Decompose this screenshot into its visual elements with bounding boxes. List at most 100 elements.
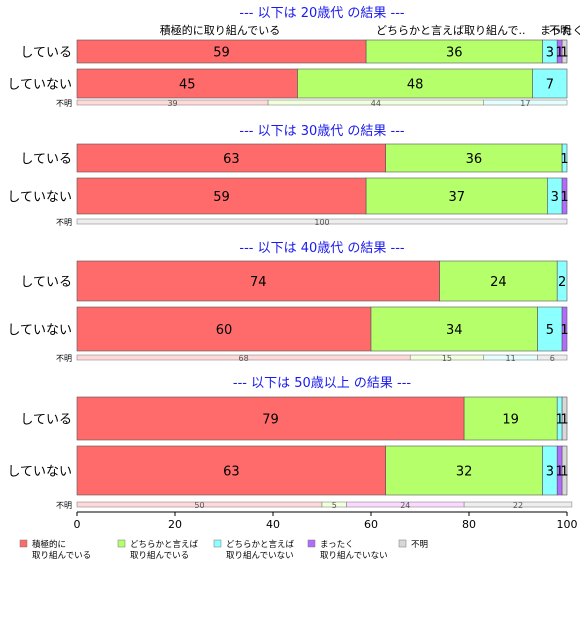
thin-bar-segment: [76, 218, 568, 225]
legend-label: 取り組んでいない: [226, 550, 294, 561]
bar-segment: [76, 177, 367, 215]
row-label: していない: [7, 78, 72, 93]
x-tick-label: 60: [364, 518, 378, 531]
data-label: 59: [213, 190, 230, 205]
row-label: していない: [7, 190, 72, 205]
thin-bar-segment: [463, 501, 573, 508]
data-label: 1: [560, 323, 568, 338]
panel-title: --- 以下は 20歳代 の結果 ---: [239, 6, 405, 21]
data-label: 7: [546, 78, 554, 93]
x-tick-label: 0: [74, 518, 81, 531]
bar-segment: [561, 177, 568, 215]
bar-segment: [561, 39, 568, 64]
data-label: 3: [551, 190, 559, 205]
data-label: 36: [446, 46, 463, 61]
legend-swatch: [307, 539, 316, 548]
row-label: していない: [7, 323, 72, 338]
thin-data-label: 68: [239, 354, 249, 363]
data-label: 1: [556, 465, 564, 480]
legend-swatch: [117, 539, 126, 548]
data-label: 3: [546, 465, 554, 480]
legend-label: 取り組んでいない: [320, 550, 388, 561]
data-label: 1: [556, 413, 564, 428]
thin-data-label: 5: [332, 501, 337, 510]
bar-segment: [76, 306, 372, 352]
bar-segment: [439, 260, 558, 302]
data-label: 1: [560, 413, 568, 428]
data-label: 63: [223, 152, 240, 167]
bar-segment: [561, 445, 568, 496]
category-label: 不明: [549, 24, 571, 37]
category-label: どちらかと言えば取り組んで..: [376, 24, 525, 37]
data-label: 1: [556, 46, 564, 61]
legend-label: どちらかと言えば: [130, 539, 199, 550]
row-label: している: [20, 275, 72, 290]
bar-segment: [297, 68, 533, 99]
unknown-row-label: 不明: [56, 354, 72, 363]
legend-swatch: [398, 539, 407, 548]
data-label: 34: [446, 323, 463, 338]
bar-segment: [463, 396, 558, 441]
x-tick-label: 100: [557, 518, 578, 531]
row-label: している: [20, 413, 72, 428]
x-tick-label: 80: [462, 518, 476, 531]
bar-segment: [561, 143, 568, 173]
data-label: 36: [466, 152, 483, 167]
bar-segment: [76, 143, 387, 173]
bar-segment: [532, 68, 568, 99]
bar-segment: [385, 445, 543, 496]
thin-data-label: 11: [506, 354, 516, 363]
bar-segment: [76, 68, 298, 99]
data-label: 1: [560, 46, 568, 61]
category-label: 積極的に取り組んでいる: [160, 23, 280, 37]
bar-segment: [561, 396, 568, 441]
legend-swatch: [213, 539, 222, 548]
data-label: 60: [216, 323, 233, 338]
panel-title: --- 以下は 50歳以上 の結果 ---: [233, 376, 412, 391]
bar-segment: [537, 306, 563, 352]
bar-segment: [76, 445, 387, 496]
data-label: 37: [448, 190, 465, 205]
thin-data-label: 44: [371, 99, 381, 108]
unknown-row-label: 不明: [56, 501, 72, 510]
thin-bar-segment: [483, 99, 568, 106]
unknown-row-label: 不明: [56, 218, 72, 227]
data-label: 32: [456, 465, 473, 480]
legend-label: 取り組んでいる: [130, 550, 189, 561]
thin-data-label: 17: [520, 99, 530, 108]
row-label: している: [20, 152, 72, 167]
bar-segment: [370, 306, 538, 352]
data-label: 19: [502, 413, 519, 428]
data-label: 1: [560, 465, 568, 480]
thin-data-label: 15: [442, 354, 452, 363]
legend-label: 取り組んでいる: [32, 550, 91, 561]
data-label: 79: [262, 413, 279, 428]
data-label: 5: [546, 323, 554, 338]
row-label: している: [20, 46, 72, 61]
bar-segment: [76, 396, 465, 441]
unknown-row-label: 不明: [56, 99, 72, 108]
thin-data-label: 100: [314, 218, 329, 227]
legend-label: 不明: [411, 540, 428, 550]
data-label: 1: [560, 190, 568, 205]
thin-bar-segment: [537, 354, 568, 361]
data-label: 2: [558, 275, 566, 290]
x-tick-label: 40: [266, 518, 280, 531]
thin-data-label: 50: [194, 501, 204, 510]
bar-segment: [385, 143, 563, 173]
thin-data-label: 39: [167, 99, 177, 108]
bar-segment: [76, 260, 440, 302]
data-label: 3: [546, 46, 554, 61]
legend-label: 積極的に: [32, 539, 66, 550]
category-label: まったく..: [540, 24, 580, 37]
thin-data-label: 6: [550, 354, 555, 363]
data-label: 63: [223, 465, 240, 480]
row-label: していない: [7, 465, 72, 480]
data-label: 45: [179, 78, 196, 93]
bar-segment: [556, 260, 568, 302]
legend-label: まったく: [320, 540, 354, 550]
thin-data-label: 22: [513, 501, 523, 510]
legend-swatch: [19, 539, 28, 548]
panel-title: --- 以下は 30歳代 の結果 ---: [239, 124, 405, 139]
